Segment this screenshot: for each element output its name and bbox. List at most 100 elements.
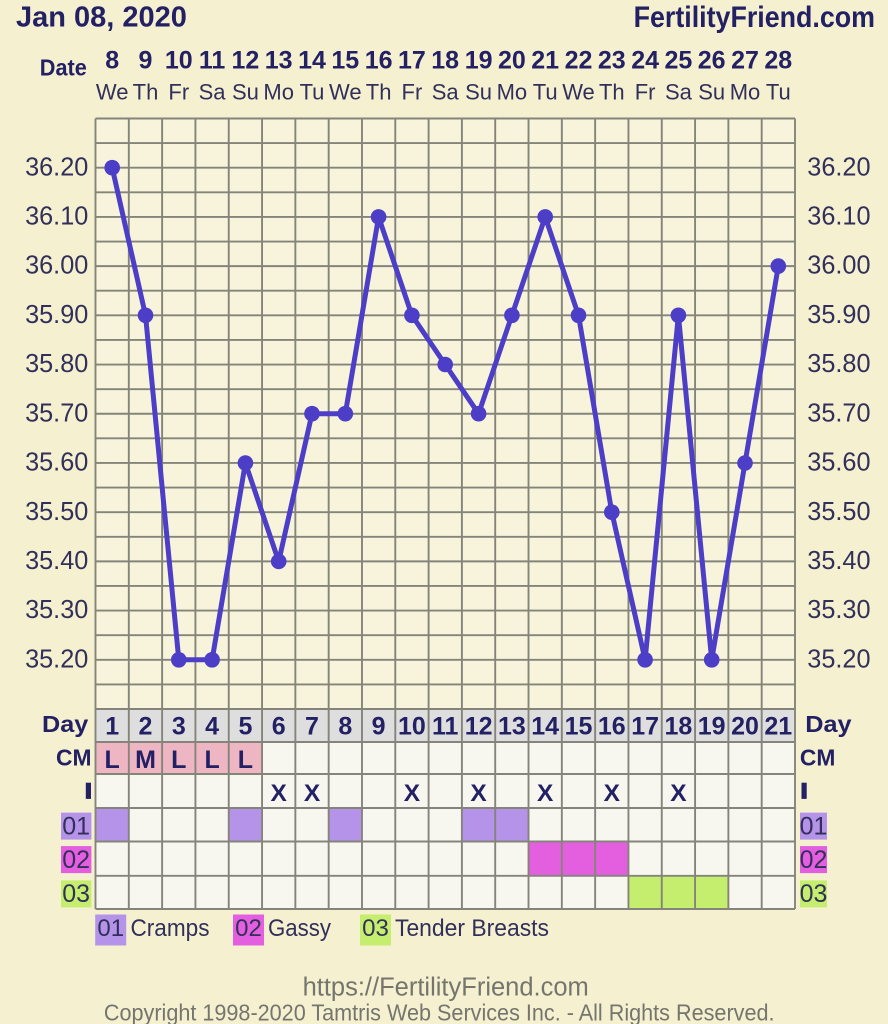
svg-text:Cramps: Cramps bbox=[131, 915, 210, 942]
svg-text:X: X bbox=[404, 780, 421, 807]
svg-text:4: 4 bbox=[205, 712, 219, 740]
svg-text:13: 13 bbox=[265, 47, 293, 75]
svg-text:FertilityFriend.com: FertilityFriend.com bbox=[634, 1, 875, 34]
svg-text:Gassy: Gassy bbox=[268, 915, 331, 942]
svg-text:Date: Date bbox=[40, 55, 87, 81]
svg-text:10: 10 bbox=[165, 47, 193, 75]
svg-text:03: 03 bbox=[62, 880, 90, 908]
svg-text:18: 18 bbox=[431, 47, 459, 75]
svg-text:X: X bbox=[604, 780, 621, 807]
svg-text:15: 15 bbox=[331, 47, 359, 75]
svg-text:19: 19 bbox=[698, 712, 726, 740]
svg-text:Th: Th bbox=[599, 80, 625, 105]
svg-text:Th: Th bbox=[133, 80, 159, 105]
svg-text:35.30: 35.30 bbox=[25, 594, 88, 624]
svg-text:20: 20 bbox=[498, 47, 526, 75]
svg-text:35.30: 35.30 bbox=[807, 594, 870, 624]
svg-text:25: 25 bbox=[664, 47, 692, 75]
svg-text:Copyright 1998-2020 Tamtris We: Copyright 1998-2020 Tamtris Web Services… bbox=[104, 1000, 775, 1024]
svg-text:Tu: Tu bbox=[533, 80, 558, 105]
svg-text:35.80: 35.80 bbox=[25, 348, 88, 378]
svg-text:16: 16 bbox=[598, 712, 626, 740]
svg-text:X: X bbox=[537, 780, 554, 807]
svg-text:24: 24 bbox=[631, 47, 659, 75]
svg-text:1: 1 bbox=[105, 712, 119, 740]
svg-text:Mo: Mo bbox=[263, 80, 294, 105]
svg-text:2: 2 bbox=[139, 712, 153, 740]
svg-text:26: 26 bbox=[698, 47, 726, 75]
svg-text:03: 03 bbox=[800, 880, 828, 908]
svg-text:3: 3 bbox=[172, 712, 186, 740]
svg-text:12: 12 bbox=[465, 712, 493, 740]
svg-text:5: 5 bbox=[238, 712, 252, 740]
svg-text:M: M bbox=[135, 746, 156, 774]
svg-text:X: X bbox=[304, 780, 321, 807]
svg-text:36.00: 36.00 bbox=[807, 250, 870, 280]
svg-text:14: 14 bbox=[531, 712, 559, 740]
svg-text:Day: Day bbox=[42, 711, 88, 737]
svg-text:35.50: 35.50 bbox=[807, 496, 870, 526]
svg-text:19: 19 bbox=[465, 47, 493, 75]
svg-text:36.20: 36.20 bbox=[807, 151, 870, 181]
svg-text:35.20: 35.20 bbox=[807, 643, 870, 673]
svg-text:Tu: Tu bbox=[766, 80, 791, 105]
svg-text:Tender Breasts: Tender Breasts bbox=[395, 915, 549, 942]
svg-text:12: 12 bbox=[231, 47, 259, 75]
svg-text:We: We bbox=[562, 80, 595, 105]
svg-text:X: X bbox=[470, 780, 487, 807]
svg-text:L: L bbox=[171, 746, 186, 774]
svg-text:35.20: 35.20 bbox=[25, 643, 88, 673]
svg-text:Fr: Fr bbox=[635, 80, 656, 105]
svg-text:03: 03 bbox=[362, 915, 389, 942]
svg-text:Mo: Mo bbox=[730, 80, 761, 105]
svg-text:01: 01 bbox=[62, 812, 90, 840]
svg-text:35.60: 35.60 bbox=[25, 447, 88, 477]
svg-text:8: 8 bbox=[338, 712, 352, 740]
svg-text:Fr: Fr bbox=[402, 80, 423, 105]
svg-text:35.80: 35.80 bbox=[807, 348, 870, 378]
svg-text:36.20: 36.20 bbox=[25, 151, 88, 181]
svg-text:35.90: 35.90 bbox=[25, 299, 88, 329]
svg-text:Sa: Sa bbox=[665, 80, 693, 105]
svg-text:35.70: 35.70 bbox=[25, 397, 88, 427]
svg-text:L: L bbox=[105, 746, 120, 774]
svg-text:https://FertilityFriend.com: https://FertilityFriend.com bbox=[303, 973, 589, 1001]
svg-text:36.10: 36.10 bbox=[807, 201, 870, 231]
svg-text:10: 10 bbox=[398, 712, 426, 740]
svg-text:02: 02 bbox=[62, 846, 90, 874]
svg-text:CM: CM bbox=[800, 745, 836, 771]
svg-text:L: L bbox=[204, 746, 219, 774]
svg-text:Mo: Mo bbox=[497, 80, 528, 105]
svg-text:We: We bbox=[329, 80, 362, 105]
svg-text:36.00: 36.00 bbox=[25, 250, 88, 280]
svg-text:01: 01 bbox=[97, 915, 124, 942]
svg-text:13: 13 bbox=[498, 712, 526, 740]
svg-text:14: 14 bbox=[298, 47, 326, 75]
svg-text:Sa: Sa bbox=[432, 80, 460, 105]
svg-text:Sa: Sa bbox=[199, 80, 227, 105]
svg-text:11: 11 bbox=[432, 712, 459, 740]
svg-text:18: 18 bbox=[664, 712, 692, 740]
svg-text:X: X bbox=[271, 780, 288, 807]
svg-text:Su: Su bbox=[232, 80, 259, 105]
svg-text:02: 02 bbox=[235, 915, 262, 942]
svg-text:20: 20 bbox=[731, 712, 759, 740]
svg-text:01: 01 bbox=[800, 812, 828, 840]
svg-text:35.40: 35.40 bbox=[25, 545, 88, 575]
svg-text:36.10: 36.10 bbox=[25, 201, 88, 231]
svg-text:Day: Day bbox=[805, 711, 851, 737]
svg-text:22: 22 bbox=[565, 47, 593, 75]
svg-text:Su: Su bbox=[698, 80, 725, 105]
svg-text:CM: CM bbox=[56, 745, 92, 771]
svg-text:9: 9 bbox=[372, 712, 386, 740]
svg-text:Th: Th bbox=[366, 80, 392, 105]
svg-text:X: X bbox=[670, 780, 687, 807]
svg-text:L: L bbox=[238, 746, 253, 774]
svg-text:Fr: Fr bbox=[168, 80, 189, 105]
svg-text:8: 8 bbox=[105, 47, 119, 75]
svg-text:Su: Su bbox=[465, 80, 492, 105]
svg-text:02: 02 bbox=[800, 846, 828, 874]
svg-text:7: 7 bbox=[305, 712, 319, 740]
svg-text:9: 9 bbox=[139, 47, 153, 75]
svg-text:35.60: 35.60 bbox=[807, 447, 870, 477]
